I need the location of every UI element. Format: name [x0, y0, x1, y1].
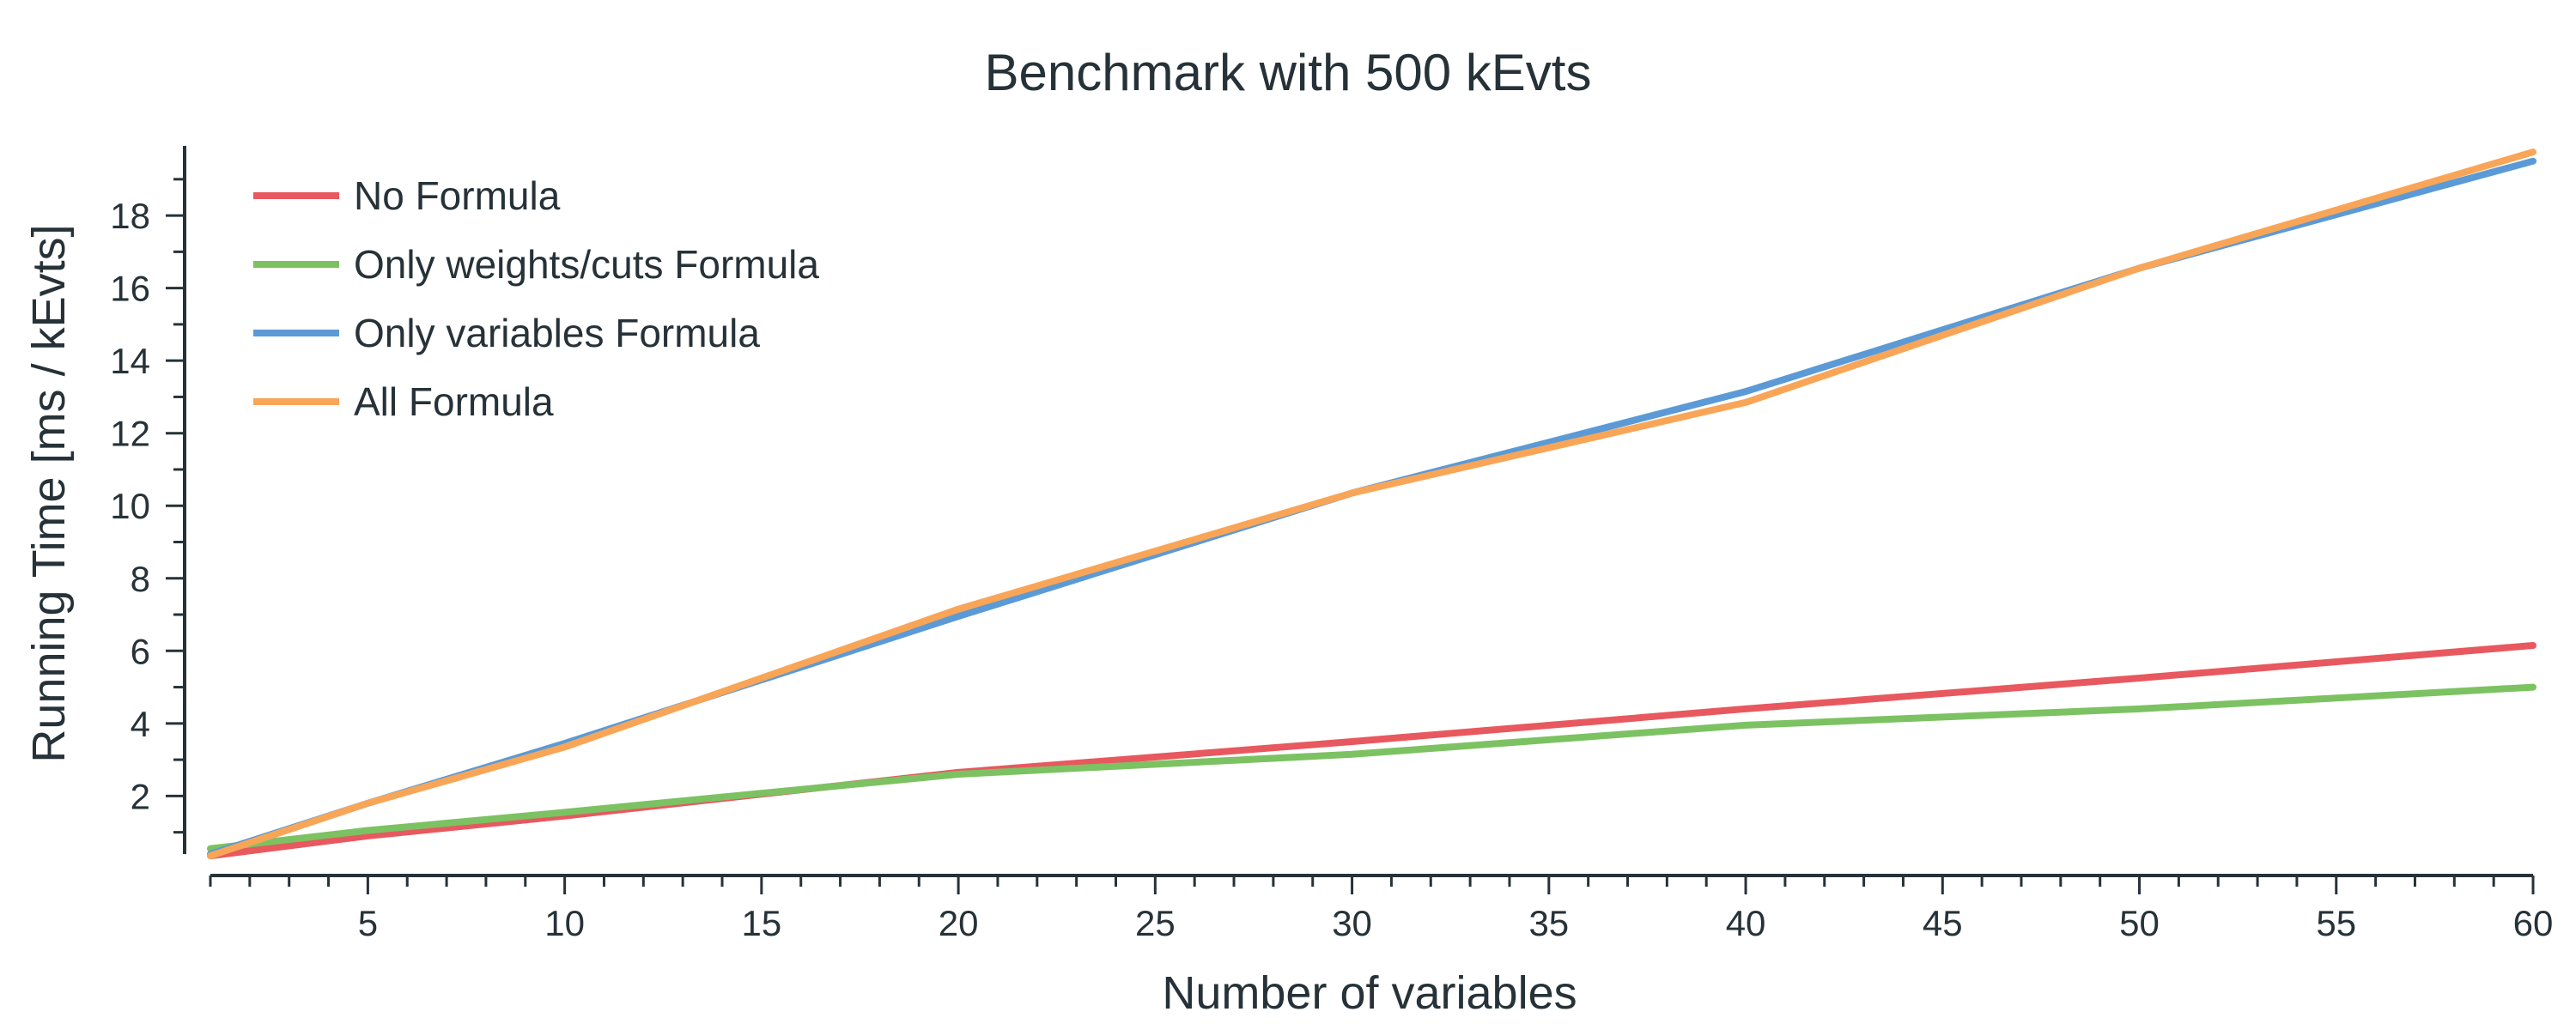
x-tick-label: 40 — [1726, 903, 1766, 943]
series-line-no-formula — [207, 642, 2537, 860]
series-line-only-weights-cuts-formula — [207, 683, 2537, 852]
y-axis-label: Running Time [ms / kEvts] — [23, 224, 75, 762]
legend-label: Only weights/cuts Formula — [354, 242, 819, 287]
y-tick-label: 18 — [110, 196, 150, 236]
legend-item: Only weights/cuts Formula — [253, 242, 819, 287]
x-tick-label: 55 — [2316, 903, 2356, 943]
x-tick-label: 35 — [1528, 903, 1569, 943]
legend-label: No Formula — [354, 173, 561, 218]
x-axis-label: Number of variables — [1162, 967, 1577, 1019]
x-tick-label: 15 — [742, 903, 782, 943]
legend: No Formula Only weights/cuts Formula Only … — [253, 173, 819, 424]
series-layer — [207, 148, 2537, 860]
y-tick-label: 16 — [110, 269, 150, 309]
x-tick-label: 5 — [358, 903, 378, 943]
x-tick-label: 10 — [544, 903, 585, 943]
axes: 5 10 15 20 25 30 35 40 45 50 55 60 2 4 6 8 10 12 14 16 18 — [110, 146, 2553, 943]
y-tick-label: 6 — [131, 631, 150, 671]
legend-item: Only variables Formula — [253, 311, 760, 355]
legend-label: All Formula — [354, 379, 554, 424]
x-tick-label: 45 — [1923, 903, 1963, 943]
x-tick-label: 20 — [939, 903, 979, 943]
legend-label: Only variables Formula — [354, 311, 760, 355]
y-tick-label: 2 — [131, 776, 150, 816]
y-tick-label: 4 — [131, 704, 150, 744]
x-tick-label: 30 — [1332, 903, 1372, 943]
x-tick-label: 25 — [1135, 903, 1176, 943]
series-line-all-formula — [207, 148, 2537, 860]
x-tick-label: 50 — [2119, 903, 2160, 943]
chart-title: Benchmark with 500 kEvts — [985, 44, 1592, 101]
legend-item: No Formula — [253, 173, 561, 218]
x-tick-label: 60 — [2513, 903, 2554, 943]
legend-item: All Formula — [253, 379, 554, 424]
y-tick-label: 12 — [110, 414, 150, 454]
y-tick-label: 10 — [110, 486, 150, 526]
y-tick-label: 14 — [110, 341, 150, 381]
y-tick-label: 8 — [131, 559, 150, 599]
